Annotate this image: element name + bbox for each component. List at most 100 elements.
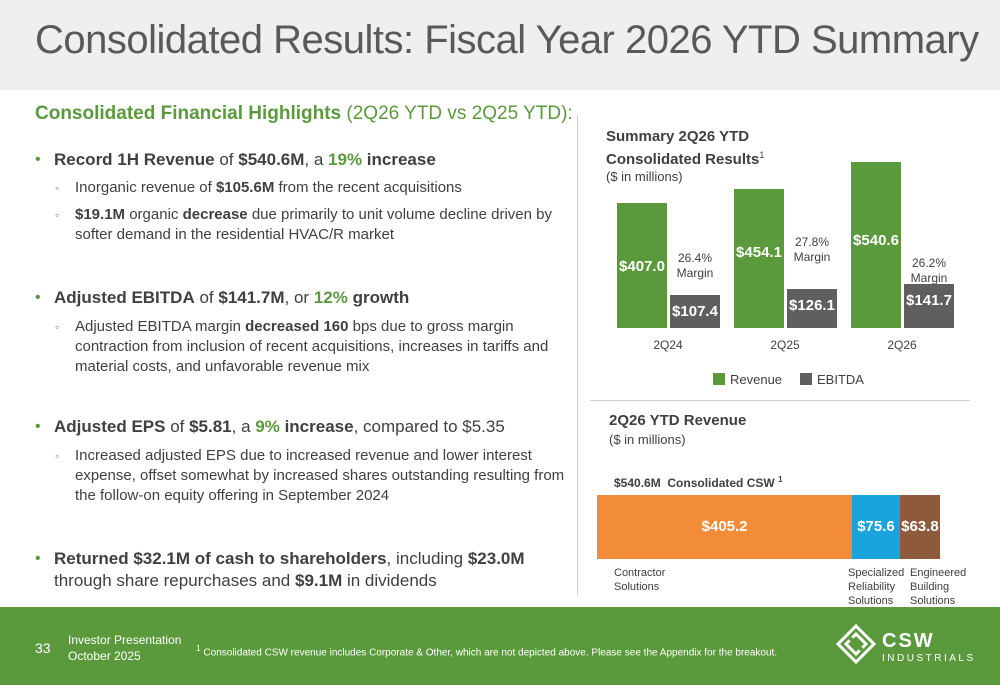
ebitda-bar-2Q24	[670, 295, 720, 328]
page-title: Consolidated Results: Fiscal Year 2026 Y…	[35, 18, 979, 62]
bullet-dot: •	[35, 550, 41, 567]
legend-revenue-swatch	[713, 373, 725, 385]
eps-value: $5.81	[189, 417, 232, 436]
legend-ebitda-label: EBITDA	[817, 372, 864, 387]
page-number: 33	[35, 640, 51, 656]
eps-of: of	[165, 417, 190, 436]
sub-dot: ◦	[55, 449, 60, 463]
footnote-sup: 1	[196, 643, 201, 653]
revenue-segment-0	[597, 495, 853, 559]
rev-of: of	[214, 150, 239, 169]
summary-title-line1: Summary 2Q26 YTD	[606, 128, 750, 145]
inorg-value: $105.6M	[215, 179, 275, 196]
footer-presentation: Investor Presentation October 2025	[68, 632, 181, 664]
eps-pct: 9%	[255, 417, 280, 436]
revenue-bar-label: $407.0	[619, 258, 665, 276]
ebitda-pct: 12%	[313, 288, 348, 307]
highlights-bold: Consolidated Financial Highlights	[35, 103, 342, 124]
rev-label: Record 1H Revenue	[54, 150, 215, 169]
sub-inorganic: ◦ Inorganic revenue of $105.6M from the …	[55, 178, 575, 198]
ret-text2: in dividends	[342, 571, 437, 590]
divider-vertical	[577, 115, 578, 595]
org-value: $19.1M	[75, 206, 126, 223]
bullet-dot: •	[35, 151, 41, 168]
ebitda-bar-2Q25	[787, 289, 837, 328]
org-decrease: decrease	[182, 206, 248, 223]
rev-pct: 19%	[328, 150, 363, 169]
ebitda-of: of	[194, 288, 219, 307]
revenue-segment-name: Contractor Solutions	[614, 567, 666, 593]
rev-value: $540.6M	[238, 150, 305, 169]
eps-compared: , compared to $5.35	[353, 417, 505, 436]
revenue-segment-2	[899, 495, 940, 559]
ebitda-bar-label: $141.7	[906, 292, 952, 310]
org-text: organic	[125, 206, 183, 223]
footer-line1: Investor Presentation	[68, 633, 182, 647]
sub-dot: ◦	[55, 181, 60, 195]
x-tick-label: 2Q24	[653, 338, 683, 352]
revenue-bar-label: $540.6	[853, 232, 899, 249]
margin-label: 27.8% Margin	[793, 235, 831, 264]
ebitda-bar-2Q26	[904, 284, 954, 328]
logo-text: CSW	[882, 630, 935, 652]
ebitda-bar-label: $126.1	[789, 297, 835, 315]
revenue-segment-name: Specialized Reliability Solutions	[848, 567, 905, 607]
ret-dividends: $9.1M	[295, 571, 343, 590]
revenue-bar-label: $454.1	[736, 243, 782, 261]
eps-detail: Increased adjusted EPS due to increased …	[75, 447, 565, 504]
ebitda-value: $141.7M	[218, 288, 285, 307]
revenue-total: $540.6M Consolidated CSW 1	[614, 471, 783, 492]
summary-title-sup: 1	[759, 150, 765, 160]
org-text2: due primarily to unit volume decline dri…	[75, 206, 552, 243]
ret-including: , including	[386, 549, 468, 568]
ebitda-growth: growth	[347, 288, 410, 307]
x-tick-label: 2Q26	[887, 338, 917, 352]
bullet-dot: •	[35, 289, 41, 306]
inorg-text: Inorganic revenue of	[75, 179, 216, 196]
revenue-chart-title: 2Q26 YTD Revenue	[609, 412, 747, 429]
bullet-eps: • Adjusted EPS of $5.81, a 9% increase, …	[35, 416, 575, 438]
sub-dot: ◦	[55, 320, 60, 334]
sub-ebitda-margin: ◦ Adjusted EBITDA margin decreased 160 b…	[55, 317, 575, 377]
footer-line2: October 2025	[68, 649, 141, 663]
summary-chart-title: Summary 2Q26 YTD Consolidated Results1	[606, 128, 764, 169]
ret-text: through share repurchases and	[54, 571, 295, 590]
bullet-returned: • Returned $32.1M of cash to shareholder…	[35, 548, 575, 592]
title-bar	[0, 0, 1000, 90]
bullet-dot: •	[35, 418, 41, 435]
footer-bar	[0, 607, 1000, 685]
eps-label: Adjusted EPS	[54, 417, 166, 436]
rev-increase: increase	[362, 150, 436, 169]
revenue-segment-label: $405.2	[701, 518, 748, 535]
summary-title-line2: Consolidated Results	[606, 151, 760, 168]
x-tick-label: 2Q25	[770, 338, 800, 352]
ebitda-bar-label: $107.4	[672, 303, 718, 321]
revenue-total-sup: 1	[778, 475, 783, 484]
ret-repurchase: $23.0M	[467, 549, 525, 568]
revenue-segment-label: $75.6	[857, 518, 895, 535]
revenue-total-value: $540.6M	[614, 476, 661, 490]
summary-chart-subtitle: ($ in millions)	[606, 169, 683, 184]
highlights-rest: (2Q26 YTD vs 2Q25 YTD):	[341, 103, 573, 124]
margin-text: Adjusted EBITDA margin	[75, 318, 246, 335]
ebitda-label: Adjusted EBITDA	[54, 288, 195, 307]
legend-revenue-label: Revenue	[730, 372, 783, 387]
ebitda-or: , or	[284, 288, 314, 307]
ret-label: Returned $32.1M of cash to shareholders	[54, 549, 387, 568]
sub-dot: ◦	[55, 208, 60, 222]
logo-subtext: INDUSTRIALS	[882, 653, 976, 664]
highlights-heading: Consolidated Financial Highlights (2Q26 …	[35, 103, 573, 125]
eps-a: , a	[231, 417, 256, 436]
sub-eps: ◦ Increased adjusted EPS due to increase…	[55, 446, 575, 506]
bullet-ebitda: • Adjusted EBITDA of $141.7M, or 12% gro…	[35, 287, 575, 309]
revenue-bar-2Q26	[851, 162, 901, 328]
revenue-total-desc: Consolidated CSW	[667, 476, 775, 490]
legend-ebitda-swatch	[800, 373, 812, 385]
revenue-chart-subtitle: ($ in millions)	[609, 432, 686, 447]
revenue-segment-1	[852, 495, 900, 559]
margin-text2: bps due to gross margin contraction from…	[75, 318, 549, 375]
revenue-bar-2Q24	[617, 203, 667, 328]
csw-logo-icon	[836, 624, 876, 664]
inorg-text2: from the recent acquisitions	[274, 179, 462, 196]
revenue-segment-label: $63.8	[901, 518, 939, 535]
